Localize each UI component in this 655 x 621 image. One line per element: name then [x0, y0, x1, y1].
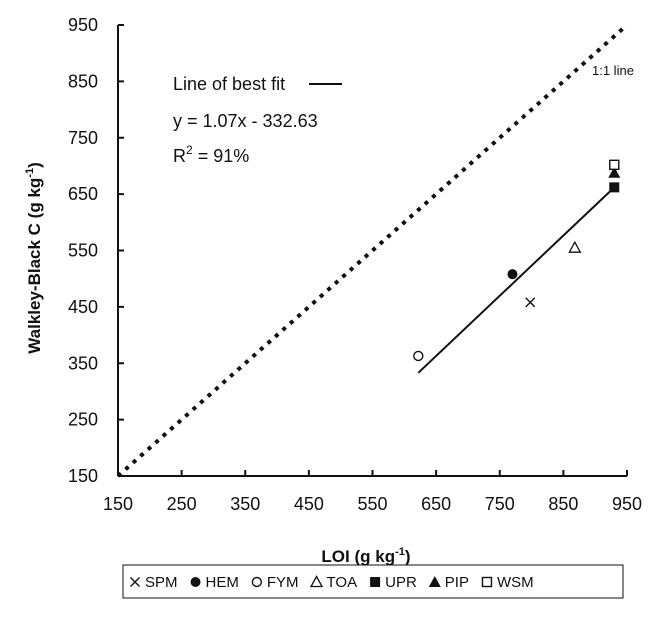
r-squared-prefix: R [173, 146, 186, 166]
x-axis-ticks: 150 250 350 450 550 650 750 850 950 [103, 470, 642, 514]
legend-marker-wsm [481, 576, 493, 588]
x-tick-label: 750 [485, 494, 515, 514]
y-axis-title-unit-sup: -1 [24, 168, 36, 178]
legend-label-spm: SPM [145, 574, 178, 591]
legend-label-wsm: WSM [497, 574, 534, 591]
y-axis-ticks: 950 850 750 650 550 450 350 250 150 [68, 15, 124, 486]
x-axis-title-unit-close: ) [405, 547, 411, 566]
x-tick-label: 150 [103, 494, 133, 514]
best-fit-label: Line of best fit [173, 74, 285, 94]
legend-marker-toa [309, 575, 324, 588]
x-axis-title-unit-sup: -1 [395, 546, 405, 558]
legend-label-upr: UPR [385, 574, 417, 591]
legend-marker-fym [251, 576, 263, 588]
y-axis-title-text: Walkley-Black C [25, 223, 44, 354]
legend: SPM HEM FYM TOA UPR PIP WSM [122, 564, 624, 599]
x-axis-title-unit: (g kg [355, 547, 396, 566]
x-tick-label: 950 [612, 494, 642, 514]
legend-marker-hem [190, 577, 201, 587]
one-to-one-label: 1:1 line [592, 63, 634, 78]
data-point-hem [507, 269, 518, 280]
y-axis-title-unit-close: ) [25, 162, 44, 168]
y-tick-label: 450 [68, 297, 98, 317]
legend-label-hem: HEM [206, 574, 239, 591]
data-point-wsm [609, 159, 620, 171]
y-tick-label: 650 [68, 184, 98, 204]
best-fit-line [417, 186, 615, 374]
data-point-fym [413, 350, 424, 362]
legend-items: SPM HEM FYM TOA UPR PIP WSM [130, 574, 534, 591]
x-axis-title: LOI (g kg-1) [321, 546, 410, 566]
data-point-toa [568, 240, 582, 253]
legend-label-toa: TOA [327, 574, 358, 591]
one-to-one-line [116, 23, 629, 478]
r-squared-value: = 91% [193, 146, 250, 166]
x-tick-label: 550 [357, 494, 387, 514]
y-tick-label: 350 [68, 353, 98, 373]
y-tick-label: 750 [68, 128, 98, 148]
fit-equation: y = 1.07x - 332.63 [173, 111, 318, 131]
data-point-pip [608, 166, 621, 178]
x-tick-label: 350 [230, 494, 260, 514]
x-tick-label: 650 [421, 494, 451, 514]
data-point-spm [525, 297, 536, 308]
y-axis-title-unit: (g kg [25, 178, 44, 219]
legend-marker-pip [428, 576, 441, 587]
legend-label-pip: PIP [445, 574, 469, 591]
y-tick-label: 250 [68, 410, 98, 430]
r-squared: R2 = 91% [173, 143, 249, 166]
y-tick-label: 850 [68, 71, 98, 91]
data-point-upr [609, 182, 620, 193]
y-tick-label: 950 [68, 15, 98, 35]
r-squared-superscript: 2 [186, 143, 193, 157]
x-axis-title-text: LOI [321, 547, 349, 566]
x-tick-label: 850 [548, 494, 578, 514]
x-tick-label: 250 [167, 494, 197, 514]
y-tick-label: 550 [68, 241, 98, 261]
plot-area [116, 23, 629, 478]
legend-label-fym: FYM [267, 574, 299, 591]
legend-marker-upr [370, 577, 381, 587]
y-axis-title: Walkley-Black C (g kg-1) [24, 162, 44, 354]
legend-marker-spm [130, 577, 140, 587]
x-tick-label: 450 [294, 494, 324, 514]
y-tick-label: 150 [68, 466, 98, 486]
